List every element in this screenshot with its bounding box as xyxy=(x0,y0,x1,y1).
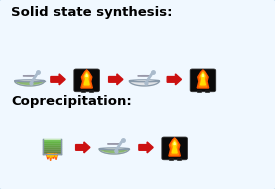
Polygon shape xyxy=(43,148,61,150)
Polygon shape xyxy=(200,73,205,85)
Polygon shape xyxy=(99,149,129,154)
Polygon shape xyxy=(52,154,55,159)
FancyBboxPatch shape xyxy=(190,69,216,92)
Polygon shape xyxy=(81,70,92,88)
Polygon shape xyxy=(49,154,52,161)
Polygon shape xyxy=(169,138,180,156)
FancyArrow shape xyxy=(51,74,65,85)
Bar xyxy=(205,90,209,92)
FancyArrow shape xyxy=(109,74,123,85)
Polygon shape xyxy=(52,154,53,156)
Polygon shape xyxy=(202,74,204,76)
Polygon shape xyxy=(43,139,61,140)
Polygon shape xyxy=(199,71,207,87)
FancyArrow shape xyxy=(167,74,182,85)
Polygon shape xyxy=(50,154,51,158)
Polygon shape xyxy=(130,81,159,86)
Ellipse shape xyxy=(23,75,37,76)
Polygon shape xyxy=(48,154,51,158)
Ellipse shape xyxy=(107,143,121,144)
Bar xyxy=(89,90,92,92)
Bar xyxy=(197,90,201,92)
FancyArrow shape xyxy=(76,142,90,153)
Bar xyxy=(177,158,180,160)
Ellipse shape xyxy=(99,148,129,150)
FancyArrow shape xyxy=(139,142,153,153)
Polygon shape xyxy=(49,154,50,156)
Polygon shape xyxy=(172,141,177,153)
Ellipse shape xyxy=(138,75,151,76)
Polygon shape xyxy=(53,154,54,156)
Polygon shape xyxy=(51,154,54,158)
FancyBboxPatch shape xyxy=(162,137,187,160)
Polygon shape xyxy=(46,154,49,159)
Polygon shape xyxy=(43,142,61,144)
Polygon shape xyxy=(197,70,209,88)
Polygon shape xyxy=(43,144,61,146)
Polygon shape xyxy=(101,149,127,152)
Polygon shape xyxy=(84,73,89,85)
Polygon shape xyxy=(43,152,61,154)
Polygon shape xyxy=(43,140,61,142)
Polygon shape xyxy=(43,150,61,152)
Polygon shape xyxy=(43,146,61,148)
FancyBboxPatch shape xyxy=(74,69,99,92)
Bar xyxy=(81,90,84,92)
Polygon shape xyxy=(55,154,57,160)
Ellipse shape xyxy=(15,80,45,82)
Polygon shape xyxy=(83,71,90,87)
Polygon shape xyxy=(47,154,49,157)
Ellipse shape xyxy=(130,80,159,82)
Polygon shape xyxy=(174,142,175,144)
Polygon shape xyxy=(86,74,87,76)
Polygon shape xyxy=(15,81,45,86)
Polygon shape xyxy=(55,154,57,157)
Text: Coprecipitation:: Coprecipitation: xyxy=(11,94,132,108)
Bar xyxy=(169,158,172,160)
Polygon shape xyxy=(17,81,42,84)
Text: Solid state synthesis:: Solid state synthesis: xyxy=(11,6,172,19)
Polygon shape xyxy=(171,139,178,155)
Polygon shape xyxy=(130,81,159,86)
